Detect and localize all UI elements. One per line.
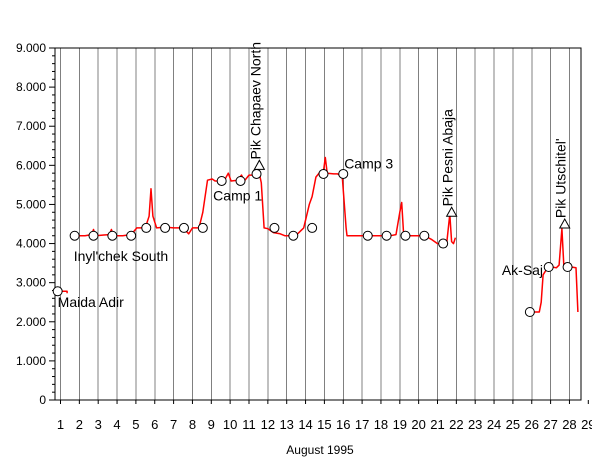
data-point-marker [562,262,573,273]
annotation-label: Pik Pesni Abaja [440,109,456,206]
x-tick-label: 17 [355,417,369,432]
x-tick-label: 5 [132,417,139,432]
data-point-marker [543,262,554,273]
data-point-marker [141,222,152,233]
x-tick-label: 19 [393,417,407,432]
x-tick-label: 21 [430,417,444,432]
peak-marker [253,159,266,170]
x-axis-ticks: 1 2 3 4 5 6 7 8 9 10 11 12 13 14 15 16 17 18 19 20 21 22 23 24 2… [57,400,592,432]
y-tick-label: 8.000 [16,80,46,94]
data-point-marker [160,222,171,233]
y-tick-label: 6.000 [16,158,46,172]
x-tick-label: 4 [113,417,120,432]
series-markers [52,168,573,317]
x-tick-label: 6 [151,417,158,432]
data-point-marker [318,168,329,179]
data-point-marker [524,307,535,317]
y-tick-label: 1.000 [16,354,46,368]
x-tick-label: 9 [208,417,215,432]
plot-frame [54,47,582,401]
data-point-marker [216,175,227,186]
data-point-marker [419,230,430,241]
data-point-marker [362,230,373,241]
y-tick-label: 2.000 [16,315,46,329]
x-tick-label: 27 [543,417,557,432]
x-tick-label: 14 [298,417,312,432]
data-point-marker [438,238,449,249]
x-tick-label: 12 [261,417,275,432]
x-tick-label: 23 [468,417,482,432]
data-point-marker [107,230,118,241]
data-point-marker [178,222,189,233]
data-point-marker [69,230,80,241]
x-tick-label: 1 [57,417,64,432]
annotations: Maida Adir Inyl'chek South Camp 1 Camp 3 Ak-… [58,42,569,310]
x-tick-label: 29 [581,417,592,432]
axes [54,47,582,401]
annotation-label: Pik Utschitel' [553,138,569,218]
grid-lines [60,48,570,400]
x-tick-label: 13 [279,417,293,432]
x-tick-label: 3 [95,417,102,432]
x-tick-label: 11 [242,417,256,432]
data-point-marker [400,230,411,241]
annotation-label: Maida Adir [58,294,124,310]
data-point-marker [251,168,262,179]
y-axis-ticks: 0 1.000 2.000 3.000 4.000 5.000 6.000 7.000 8.00… [16,41,55,407]
y-tick-label: 0 [39,393,46,407]
data-point-marker [88,230,99,241]
x-tick-label: 20 [411,417,425,432]
y-tick-label: 5.000 [16,197,46,211]
x-tick-label: 24 [487,417,501,432]
data-point-marker [288,230,299,241]
x-tick-label: 2 [76,417,83,432]
peak-marker [558,217,571,229]
x-tick-label: 25 [506,417,520,432]
annotation-label: Camp 1 [213,188,262,204]
data-point-marker [381,230,392,241]
series-line [74,156,457,245]
x-tick-label: 18 [374,417,388,432]
y-tick-label: 4.000 [16,237,46,251]
x-tick-label: 7 [170,417,177,432]
annotation-label: Ak-Saj [502,262,543,278]
x-axis-label: August 1995 [286,443,354,457]
x-tick-label: 15 [317,417,331,432]
data-point-marker [197,222,208,233]
x-tick-label: 10 [223,417,237,432]
annotation-label: Pik Chapaev North [247,42,263,160]
y-tick-label: 3.000 [16,276,46,290]
data-point-marker [338,168,349,179]
x-tick-label: 8 [189,417,196,432]
x-tick-label: 28 [562,417,576,432]
x-tick-label: 16 [336,417,350,432]
y-tick-label: 9.000 [16,41,46,55]
data-point-marker [235,175,246,186]
y-tick-label: 7.000 [16,119,46,133]
x-tick-label: 22 [449,417,463,432]
peak-markers [253,159,571,229]
data-point-marker [126,230,137,241]
x-tick-label: 26 [525,417,539,432]
data-point-marker [307,222,318,233]
peak-marker [445,206,458,217]
data-point-marker [269,222,280,233]
annotation-label: Camp 3 [344,155,393,171]
data-point-marker [52,286,63,297]
annotation-label: Inyl'chek South [74,248,169,264]
